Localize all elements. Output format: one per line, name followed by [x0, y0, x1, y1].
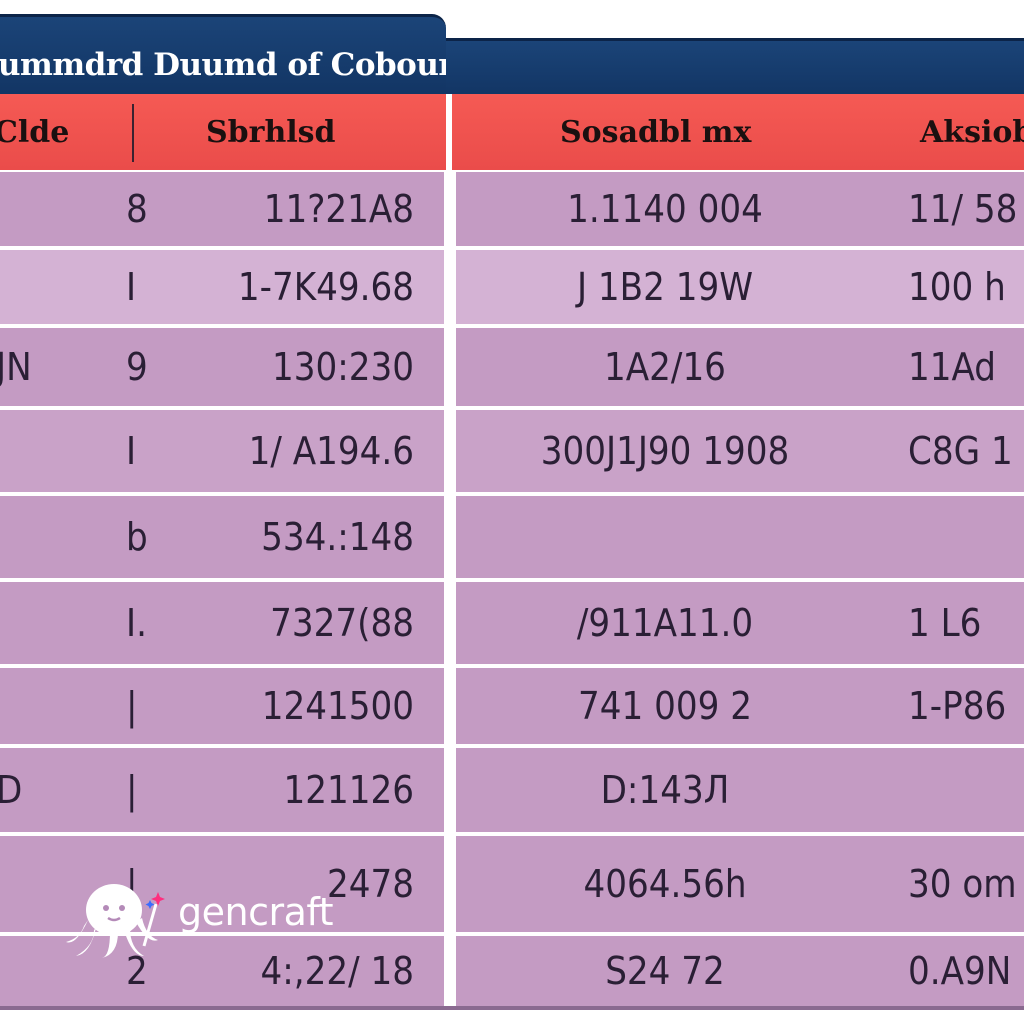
- table-row: | 2478 4064.56h 30 om: [0, 836, 1024, 932]
- header-code: Clde: [0, 114, 70, 150]
- cell-mark: I: [126, 265, 137, 309]
- cell-additional: 1-P86: [908, 684, 1007, 728]
- cell-additional: 11Ad: [908, 345, 996, 389]
- title-band: [446, 38, 1024, 96]
- row-right-cell: [456, 836, 1024, 932]
- cell-mark: 8: [126, 187, 148, 231]
- cell-mark: I.: [126, 601, 147, 645]
- cell-second: D:143Л: [600, 768, 730, 812]
- row-left-cell: [0, 172, 444, 246]
- cell-code: JN: [0, 345, 32, 389]
- row-left-cell: [0, 496, 444, 578]
- cell-number: 2478: [327, 862, 414, 906]
- row-right-cell: [456, 328, 1024, 406]
- cell-additional: C8G 1: [908, 429, 1013, 473]
- row-left-cell: [0, 748, 444, 832]
- header-additional: Aksiob: [920, 114, 1024, 150]
- header-row: Clde Sbrhlsd Sosadbl mx Aksiob: [0, 94, 1024, 170]
- header-number: Sbrhlsd: [206, 114, 336, 150]
- cell-second: S24 72: [605, 949, 725, 993]
- table-row: I. 7327(88/911A11.0 1 L6: [0, 582, 1024, 664]
- table-row: 8 11?21A8 1.1140 004 11/ 58: [0, 172, 1024, 246]
- row-right-cell: [456, 668, 1024, 744]
- column-divider: [446, 94, 452, 1006]
- cell-additional: 100 h: [908, 265, 1006, 309]
- cell-second: 1.1140 004: [567, 187, 763, 231]
- cell-number: 534.:148: [261, 515, 414, 559]
- cell-mark: b: [126, 515, 148, 559]
- cell-mark: |: [126, 862, 138, 906]
- table-row: I 1-7K49.68 J 1B2 19W 100 h: [0, 250, 1024, 324]
- watermark: gencraft: [66, 876, 366, 960]
- header-left: Clde Sbrhlsd: [0, 94, 446, 170]
- cell-second: 300J1J90 1908: [540, 429, 790, 473]
- cell-additional: 11/ 58: [908, 187, 1018, 231]
- cell-mark: |: [126, 684, 138, 728]
- cell-second: 1A2/16: [604, 345, 726, 389]
- cell-number: 4:,22/ 18: [260, 949, 414, 993]
- cell-second: /911A11.0: [576, 601, 754, 645]
- cell-code: D: [0, 768, 23, 812]
- row-left-cell: [0, 936, 444, 1006]
- table-title: ummdrd Duumd of Cobour: [0, 47, 455, 83]
- cell-number: 11?21A8: [263, 187, 414, 231]
- row-left-cell: [0, 836, 444, 932]
- row-right-cell: [456, 250, 1024, 324]
- table-row: I 1/ A194.6 300J1J90 1908 C8G 1: [0, 410, 1024, 492]
- row-right-cell: [456, 410, 1024, 492]
- table-row: D | 121126 D:143Л: [0, 748, 1024, 832]
- cell-number: 121126: [283, 768, 414, 812]
- row-right-cell: [456, 748, 1024, 832]
- cell-mark: I: [126, 429, 137, 473]
- octopus-logo-icon: [66, 884, 165, 958]
- row-left-cell: [0, 668, 444, 744]
- cell-second: 741 009 2: [578, 684, 752, 728]
- header-right: Sosadbl mx Aksiob: [450, 94, 1024, 170]
- cell-additional: 30 om: [908, 862, 1017, 906]
- cell-number: 1/ A194.6: [248, 429, 414, 473]
- cell-number: 1241500: [261, 684, 414, 728]
- table-row: | 1241500 741 009 2 1-P86: [0, 668, 1024, 744]
- table-row: 2 4:,22/ 18 S24 72 0.A9N: [0, 936, 1024, 1006]
- cell-second: J 1B2 19W: [576, 265, 754, 309]
- cell-second: [456, 496, 874, 578]
- table-title-tab: ummdrd Duumd of Cobour: [0, 14, 455, 96]
- table-row: JN 9 130:230 1A2/16 11Ad: [0, 328, 1024, 406]
- cell-second: 4064.56h: [583, 862, 747, 906]
- row-left-cell: [0, 410, 444, 492]
- table-bottom-border: [0, 1006, 1024, 1010]
- row-right-cell: [456, 936, 1024, 1006]
- cell-number: 1-7K49.68: [237, 265, 414, 309]
- row-left-cell: [0, 250, 444, 324]
- cell-number: 130:230: [272, 345, 414, 389]
- row-right-cell: [456, 496, 1024, 578]
- cell-mark: |: [126, 768, 138, 812]
- table-row: b 534.:148: [0, 496, 1024, 578]
- cell-additional: 1 L6: [908, 601, 982, 645]
- header-second: Sosadbl mx: [560, 114, 752, 150]
- row-right-cell: [456, 582, 1024, 664]
- row-left-cell: [0, 582, 444, 664]
- cell-mark: 2: [126, 949, 148, 993]
- row-right-cell: [456, 172, 1024, 246]
- row-left-cell: [0, 328, 444, 406]
- cell-additional: 0.A9N: [908, 949, 1012, 993]
- cell-mark: 9: [126, 345, 148, 389]
- cell-number: 7327(88: [270, 601, 414, 645]
- watermark-text: gencraft: [178, 890, 334, 934]
- header-tick-divider: [132, 104, 134, 162]
